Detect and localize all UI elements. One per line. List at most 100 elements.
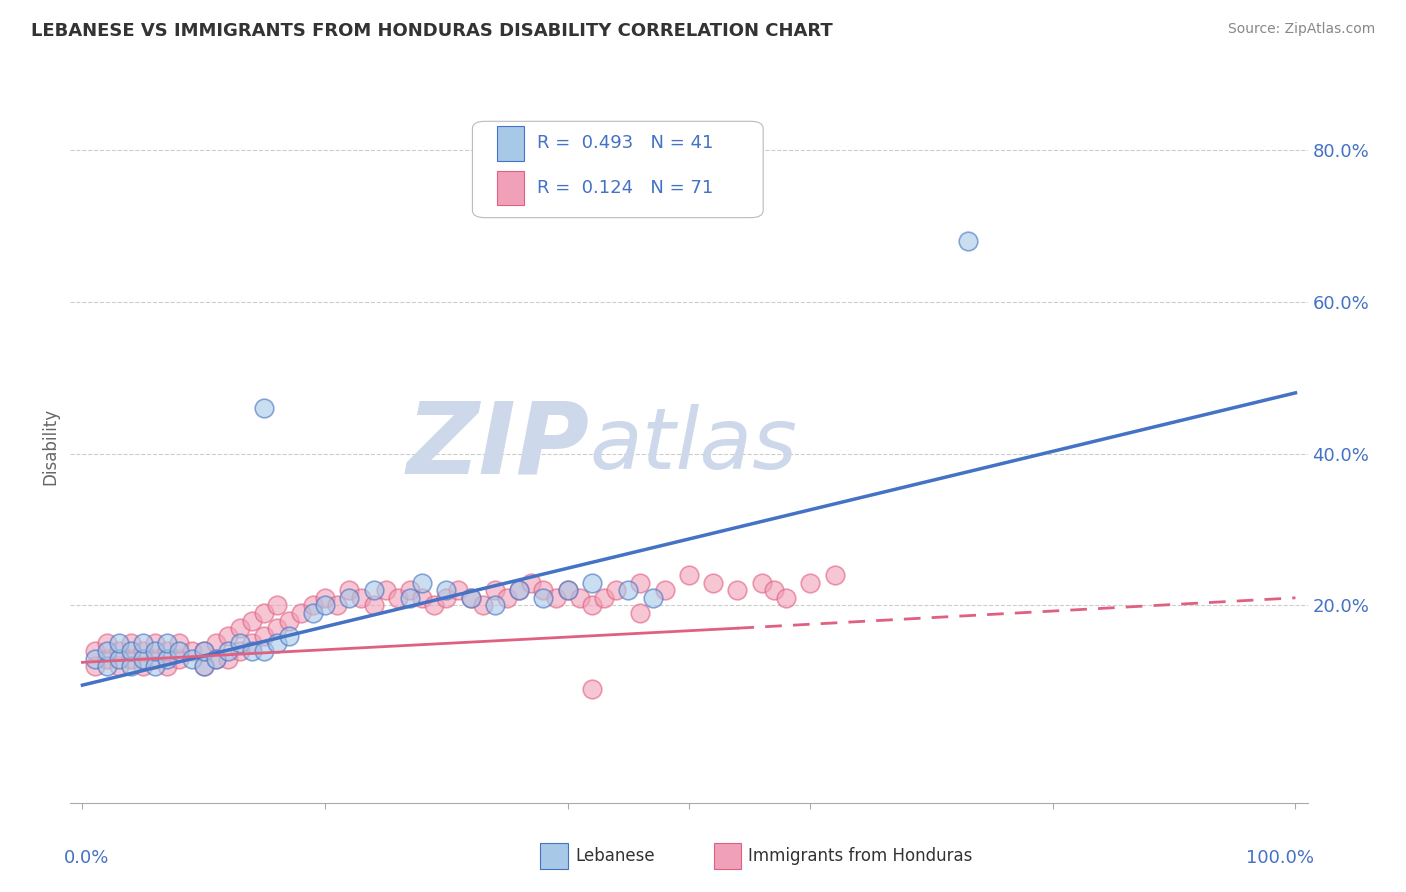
- Point: [253, 644, 276, 658]
- Point: [447, 583, 470, 598]
- Point: [143, 659, 166, 673]
- Text: R =  0.493   N = 41: R = 0.493 N = 41: [537, 135, 713, 153]
- Point: [678, 568, 700, 582]
- Point: [143, 651, 166, 665]
- Point: [169, 644, 191, 658]
- Point: [169, 651, 191, 665]
- Point: [132, 636, 155, 650]
- Point: [120, 651, 142, 665]
- Point: [399, 583, 422, 598]
- Text: R =  0.124   N = 71: R = 0.124 N = 71: [537, 178, 713, 196]
- Point: [557, 583, 579, 598]
- Point: [581, 681, 603, 696]
- Point: [496, 591, 519, 605]
- Point: [83, 659, 105, 673]
- Text: LEBANESE VS IMMIGRANTS FROM HONDURAS DISABILITY CORRELATION CHART: LEBANESE VS IMMIGRANTS FROM HONDURAS DIS…: [31, 22, 832, 40]
- Point: [508, 583, 530, 598]
- Point: [387, 591, 409, 605]
- Point: [824, 568, 846, 582]
- Point: [240, 614, 263, 628]
- Point: [581, 575, 603, 590]
- Point: [434, 583, 457, 598]
- Point: [96, 651, 118, 665]
- Point: [956, 234, 979, 248]
- Text: Immigrants from Honduras: Immigrants from Honduras: [748, 847, 973, 865]
- Point: [180, 644, 202, 658]
- Point: [120, 644, 142, 658]
- Point: [96, 644, 118, 658]
- Point: [302, 606, 325, 620]
- Point: [108, 644, 131, 658]
- Point: [205, 651, 228, 665]
- Point: [605, 583, 627, 598]
- Point: [156, 651, 179, 665]
- Point: [290, 606, 312, 620]
- Point: [544, 591, 567, 605]
- Point: [399, 591, 422, 605]
- Point: [132, 651, 155, 665]
- Point: [108, 651, 131, 665]
- Point: [363, 583, 385, 598]
- FancyBboxPatch shape: [540, 844, 568, 869]
- Point: [277, 614, 299, 628]
- Text: atlas: atlas: [591, 404, 799, 488]
- Point: [471, 599, 494, 613]
- Point: [229, 636, 252, 650]
- Point: [628, 606, 651, 620]
- Point: [520, 575, 543, 590]
- Point: [374, 583, 396, 598]
- Point: [132, 644, 155, 658]
- Point: [193, 659, 215, 673]
- Point: [217, 651, 239, 665]
- Point: [617, 583, 640, 598]
- FancyBboxPatch shape: [498, 127, 524, 161]
- Point: [180, 651, 202, 665]
- Point: [240, 644, 263, 658]
- Point: [326, 599, 349, 613]
- Point: [460, 591, 482, 605]
- Point: [727, 583, 749, 598]
- Point: [799, 575, 821, 590]
- Point: [531, 591, 554, 605]
- Point: [314, 591, 336, 605]
- Point: [314, 599, 336, 613]
- Point: [484, 583, 506, 598]
- Point: [156, 636, 179, 650]
- Point: [641, 591, 664, 605]
- Point: [253, 629, 276, 643]
- Point: [411, 575, 433, 590]
- Point: [266, 599, 288, 613]
- Point: [568, 591, 591, 605]
- Point: [266, 621, 288, 635]
- Point: [423, 599, 446, 613]
- Point: [96, 659, 118, 673]
- Point: [277, 629, 299, 643]
- FancyBboxPatch shape: [714, 844, 741, 869]
- Point: [240, 636, 263, 650]
- Point: [83, 651, 105, 665]
- Point: [363, 599, 385, 613]
- Point: [581, 599, 603, 613]
- Point: [434, 591, 457, 605]
- Point: [411, 591, 433, 605]
- Point: [156, 659, 179, 673]
- Text: Lebanese: Lebanese: [575, 847, 655, 865]
- Point: [253, 401, 276, 415]
- FancyBboxPatch shape: [472, 121, 763, 218]
- Point: [193, 659, 215, 673]
- Point: [628, 575, 651, 590]
- Text: ZIP: ZIP: [406, 398, 591, 494]
- Point: [143, 644, 166, 658]
- Point: [120, 659, 142, 673]
- Point: [531, 583, 554, 598]
- Point: [217, 629, 239, 643]
- Point: [557, 583, 579, 598]
- Point: [120, 636, 142, 650]
- Point: [460, 591, 482, 605]
- Point: [156, 644, 179, 658]
- Point: [108, 636, 131, 650]
- Point: [96, 636, 118, 650]
- Point: [205, 636, 228, 650]
- Point: [193, 644, 215, 658]
- Point: [762, 583, 785, 598]
